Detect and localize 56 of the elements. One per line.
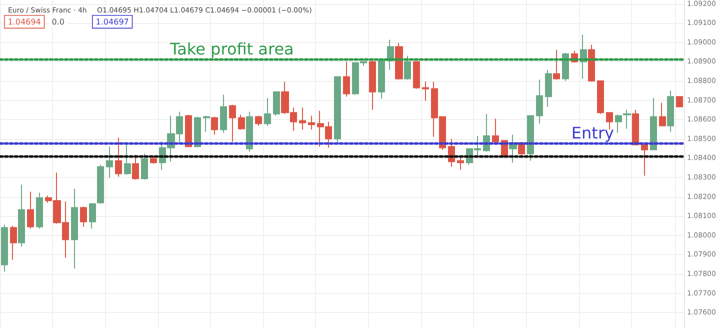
candlestick: [185, 114, 192, 148]
candlestick: [211, 116, 218, 136]
candlestick: [71, 188, 78, 270]
candlestick: [80, 206, 87, 228]
candlestick: [246, 111, 253, 152]
candlestick: [492, 118, 499, 146]
candlestick: [273, 91, 280, 116]
candlestick: [413, 61, 420, 90]
annotation: 1.04694: [8, 17, 41, 26]
candlestick: [115, 137, 122, 178]
candlestick: [641, 144, 648, 176]
annotation: 1.04697: [96, 17, 129, 26]
candlestick: [545, 69, 552, 108]
candlestick: [404, 55, 411, 80]
candlestick: [369, 60, 376, 110]
candlestick: [615, 114, 622, 134]
candlestick: [203, 115, 210, 132]
candlestick: [597, 80, 604, 114]
candlestick: [1, 224, 8, 272]
candlestick: [36, 192, 43, 230]
ref-line-label: Entry: [571, 123, 614, 142]
candlestick: [220, 94, 227, 134]
candlestick: [10, 225, 17, 260]
candlestick: [650, 97, 657, 150]
candlestick: [255, 115, 262, 126]
candlestick: [667, 90, 674, 132]
candlestick: [229, 104, 236, 142]
candlestick: [141, 153, 148, 180]
candlestick: [632, 109, 639, 146]
candlestick: [124, 144, 131, 176]
candlestick: [27, 191, 34, 230]
candlestick: [343, 61, 350, 98]
annotation: 0.0: [52, 17, 65, 26]
candlestick: [150, 156, 157, 164]
candlestick: [562, 52, 569, 82]
candlestick: [264, 97, 271, 126]
candlestick: [588, 44, 595, 82]
candlestick: [18, 184, 25, 248]
candlestick: [299, 107, 306, 130]
candlestick: [308, 115, 315, 130]
candlestick: [238, 114, 245, 130]
candlestick: [553, 49, 560, 80]
candlestick: [457, 157, 464, 170]
candlestick: [659, 102, 666, 126]
candlestick: [194, 116, 201, 148]
candlestick: [527, 115, 534, 162]
candlestick: [536, 79, 543, 124]
candlestick: [132, 154, 139, 180]
candlestick: [106, 146, 113, 178]
candlestick: [676, 96, 683, 108]
candlestick: [378, 58, 385, 100]
candlestick: [334, 76, 341, 144]
ref-line-label: Take profit area: [169, 39, 294, 58]
candlestick: [422, 81, 429, 102]
candlestick: [395, 42, 403, 80]
candlestick: [623, 109, 631, 130]
